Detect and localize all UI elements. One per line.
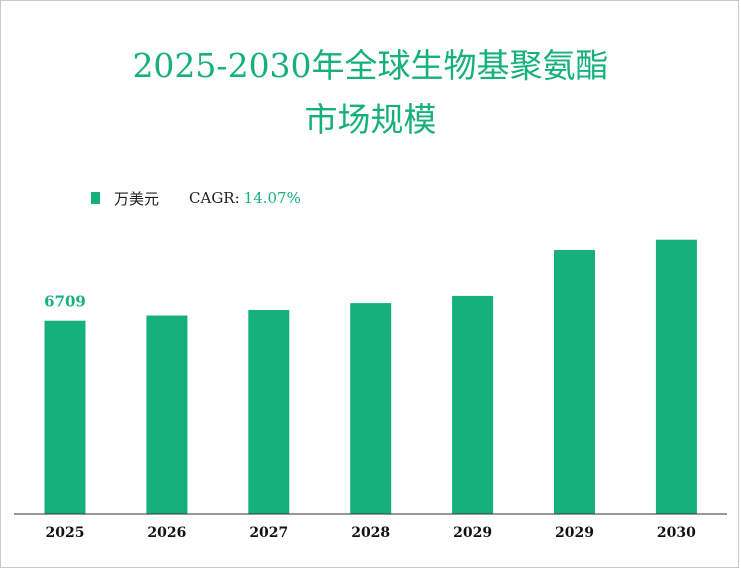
legend-series-name: 万美元 xyxy=(114,189,160,208)
data-label-0: 6709 xyxy=(44,293,86,311)
x-tick-labels: 2025 2026 2027 2028 2029 2029 2030 xyxy=(46,525,697,541)
x-tick-label-0: 2025 xyxy=(46,525,85,541)
data-labels: 6709 xyxy=(44,293,86,311)
legend-swatch-icon xyxy=(91,192,100,204)
legend-cagr-label: CAGR: xyxy=(189,189,240,207)
x-tick-label-5: 2029 xyxy=(555,525,594,541)
bar-2025-0 xyxy=(44,320,86,514)
x-tick-label-3: 2028 xyxy=(351,525,390,541)
bar-2026-1 xyxy=(146,315,188,514)
x-tick-label-2: 2027 xyxy=(249,525,288,541)
x-tick-label-1: 2026 xyxy=(147,525,186,541)
x-tick-label-6: 2030 xyxy=(657,525,696,541)
bar-2027-2 xyxy=(248,310,290,514)
chart-legend: 万美元 CAGR: 14.07% xyxy=(91,186,301,210)
x-tick-label-4: 2029 xyxy=(453,525,492,541)
legend-cagr-value: 14.07% xyxy=(243,189,301,207)
bar-2028-3 xyxy=(350,303,392,514)
bar-2029-5 xyxy=(554,250,595,514)
bar-series xyxy=(44,239,697,514)
chart-title-line-2: 市场规模 xyxy=(304,100,437,139)
bar-2029-4 xyxy=(452,295,494,514)
chart-title-line-1: 2025-2030年全球生物基聚氨酯 xyxy=(132,46,609,85)
bar-2030-6 xyxy=(655,239,697,514)
